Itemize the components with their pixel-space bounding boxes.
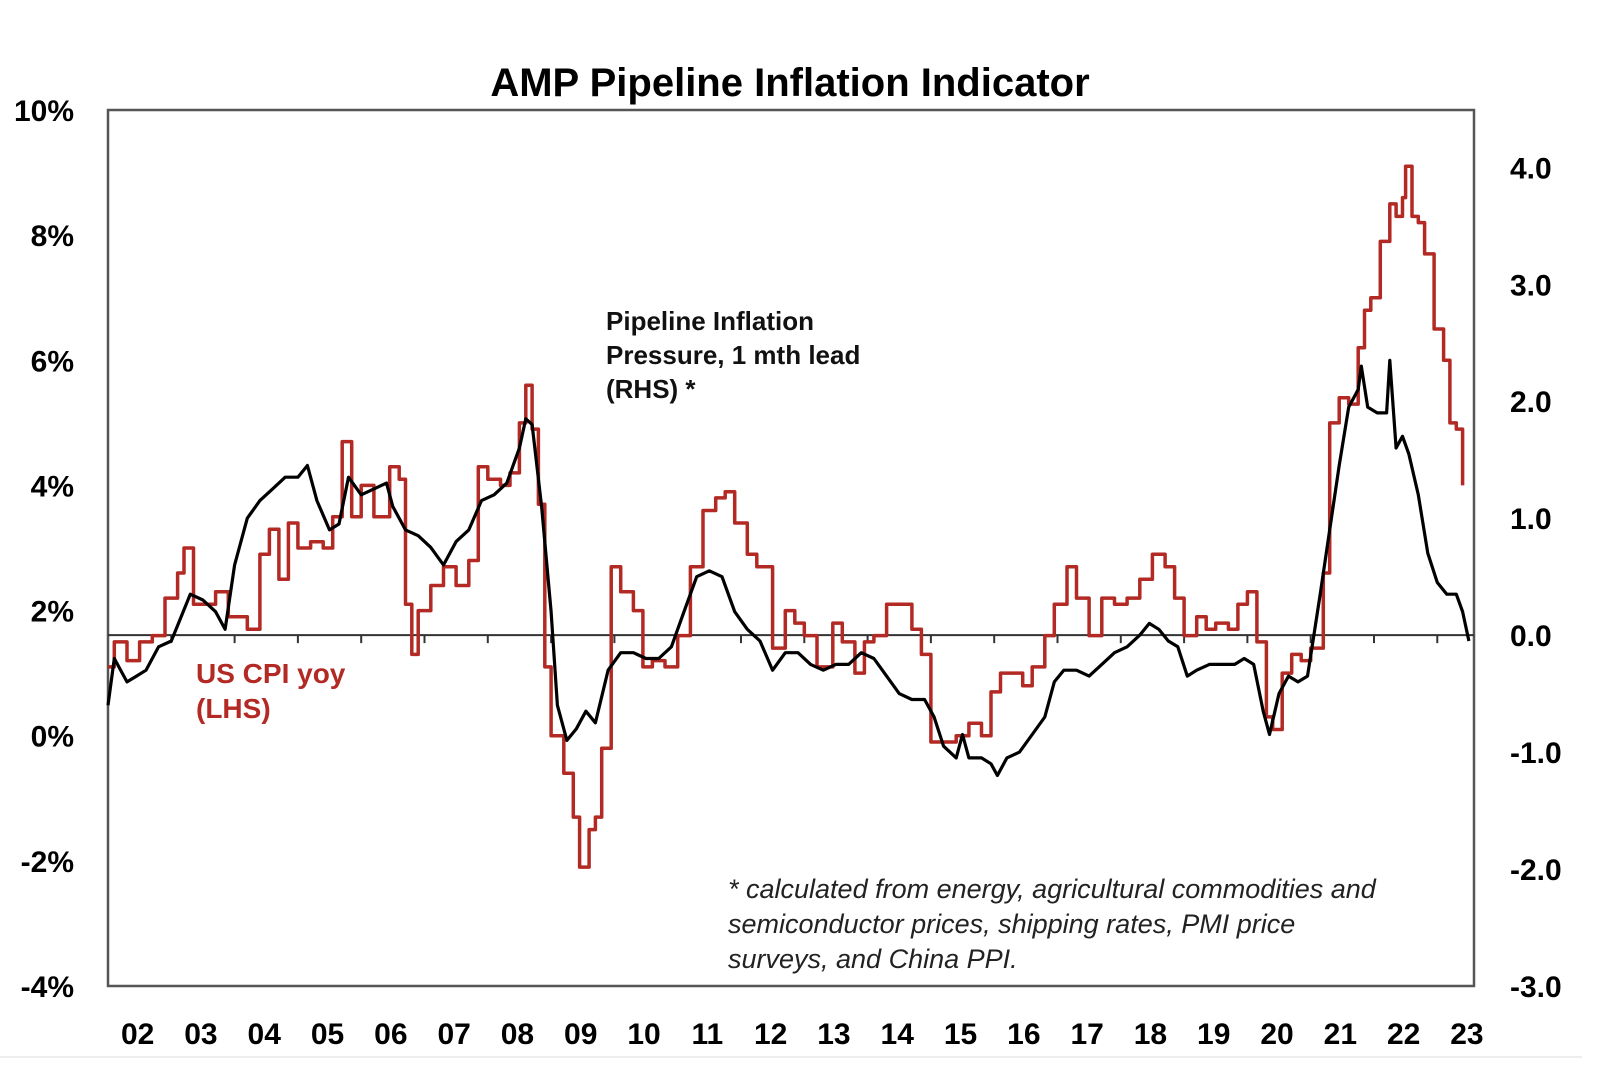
x-tick-label: 06 <box>374 1018 407 1051</box>
x-tick-label: 02 <box>121 1018 154 1051</box>
left-y-tick-label: 10% <box>14 95 74 128</box>
cpi-label-line-1: US CPI yoy <box>196 658 346 689</box>
x-tick-label: 04 <box>248 1018 282 1051</box>
x-tick-label: 03 <box>184 1018 217 1051</box>
x-tick-label: 21 <box>1324 1018 1357 1051</box>
x-tick-label: 09 <box>564 1018 597 1051</box>
footnote-line-2: semiconductor prices, shipping rates, PM… <box>728 909 1295 939</box>
right-y-tick-label: -1.0 <box>1510 737 1562 770</box>
footnote: * calculated from energy, agricultural c… <box>728 874 1377 974</box>
left-y-axis-labels: -4% -2% 0% 2% 4% 6% 8% 10% <box>14 95 74 1004</box>
footnote-line-1: * calculated from energy, agricultural c… <box>728 874 1377 904</box>
plot-border <box>106 108 1476 988</box>
left-y-tick-label: 4% <box>31 470 74 503</box>
right-y-axis-labels: -3.0 -2.0 -1.0 0.0 1.0 2.0 3.0 4.0 <box>1510 152 1562 1004</box>
x-tick-label: 17 <box>1070 1018 1103 1051</box>
pipeline-label-line-3: (RHS) * <box>606 374 696 404</box>
right-y-tick-label: 3.0 <box>1510 269 1552 302</box>
x-tick-label: 08 <box>501 1018 534 1051</box>
left-y-tick-label: -4% <box>21 971 74 1004</box>
x-tick-label: 16 <box>1007 1018 1040 1051</box>
left-y-tick-label: 8% <box>31 220 74 253</box>
pipeline-series-line <box>106 358 1471 778</box>
right-y-tick-label: -2.0 <box>1510 854 1562 887</box>
right-y-tick-label: -3.0 <box>1510 971 1562 1004</box>
footnote-line-3: surveys, and China PPI. <box>728 944 1018 974</box>
x-tick-label: 11 <box>691 1018 723 1051</box>
right-y-tick-label: 0.0 <box>1510 620 1552 653</box>
series-group <box>106 164 1471 869</box>
x-tick-label: 23 <box>1450 1018 1483 1051</box>
x-tick-label: 20 <box>1260 1018 1293 1051</box>
x-tick-label: 05 <box>311 1018 344 1051</box>
right-y-tick-label: 2.0 <box>1510 386 1552 419</box>
x-tick-label: 07 <box>437 1018 470 1051</box>
pipeline-label-line-2: Pressure, 1 mth lead <box>606 340 860 370</box>
x-tick-label: 13 <box>817 1018 850 1051</box>
right-y-tick-label: 1.0 <box>1510 503 1552 536</box>
plot-area <box>106 108 1476 988</box>
x-tick-label: 10 <box>627 1018 660 1051</box>
left-y-tick-label: 0% <box>31 721 74 754</box>
x-tick-label: 18 <box>1134 1018 1167 1051</box>
cpi-series-line <box>108 164 1465 869</box>
right-y-tick-label: 4.0 <box>1510 152 1552 185</box>
left-y-tick-label: 6% <box>31 345 74 378</box>
x-tick-label: 12 <box>754 1018 787 1051</box>
x-tick-label: 14 <box>881 1018 915 1051</box>
bottom-divider <box>0 1056 1582 1058</box>
x-axis-labels: 02 03 04 05 06 07 08 09 10 11 12 13 14 15 16 17 18 19 20 21… <box>121 1018 1484 1051</box>
cpi-annotation: US CPI yoy (LHS) <box>196 658 346 724</box>
x-tick-label: 15 <box>944 1018 977 1051</box>
left-y-tick-label: -2% <box>21 846 74 879</box>
chart-title: AMP Pipeline Inflation Indicator <box>490 61 1089 105</box>
x-tick-label: 19 <box>1197 1018 1230 1051</box>
x-tick-label: 22 <box>1387 1018 1420 1051</box>
pipeline-annotation: Pipeline Inflation Pressure, 1 mth lead … <box>606 306 860 404</box>
cpi-label-line-2: (LHS) <box>196 693 271 724</box>
left-y-tick-label: 2% <box>31 596 74 629</box>
pipeline-label-line-1: Pipeline Inflation <box>606 306 814 336</box>
